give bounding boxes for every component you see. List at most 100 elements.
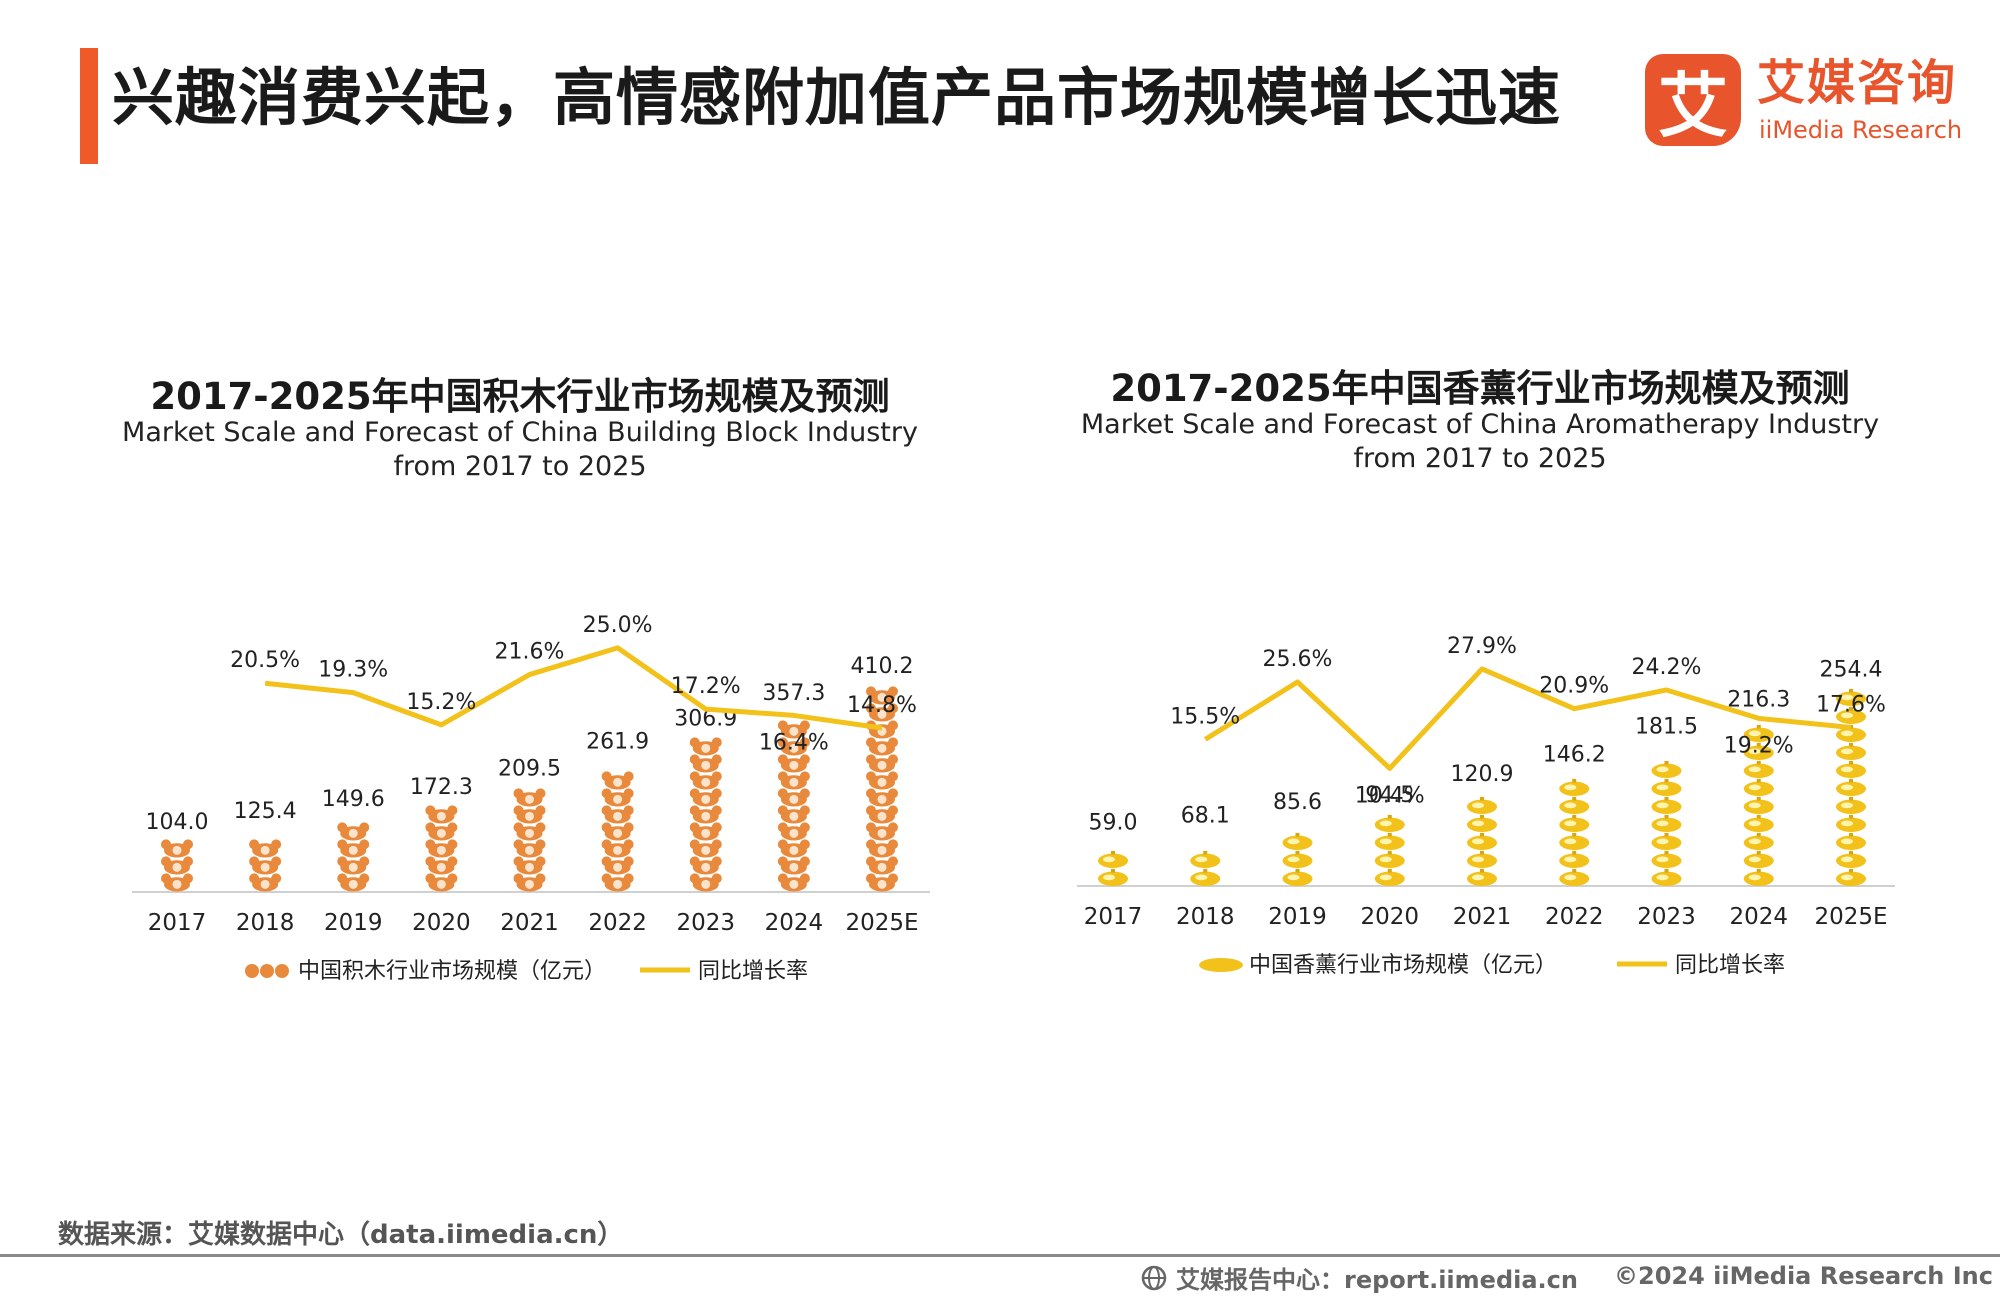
bar-segment-face <box>877 845 887 855</box>
bar-segment-shine <box>1103 856 1115 863</box>
bar-segment-ear <box>601 839 612 850</box>
bar-segment-face <box>877 777 887 787</box>
bar-segment-ear <box>535 788 546 799</box>
bar-segment-ear <box>271 856 282 867</box>
bar-segment-face <box>260 879 270 889</box>
bar-segment-ear <box>623 771 634 782</box>
bar-segment-wick <box>1664 868 1669 873</box>
bar-segment-wick <box>1849 814 1853 819</box>
bar-segment-ear <box>249 856 260 867</box>
bar-segment-shine <box>1195 874 1208 881</box>
bar-segment-ear <box>183 839 193 850</box>
growth-rate-label: 19.3% <box>318 658 388 683</box>
bar-segment-ear <box>447 822 458 833</box>
bar-segment-ear <box>799 788 810 799</box>
bar-segment-ear <box>447 856 458 867</box>
growth-rate-label: 10.4% <box>1355 783 1425 808</box>
x-tick-label: 2017 <box>1084 904 1143 930</box>
bar-segment-ear <box>866 873 876 884</box>
bar-segment-face <box>877 879 887 889</box>
bar-segment-face <box>789 794 799 804</box>
bar-segment-ear <box>799 873 810 884</box>
bar-segment-wick <box>1756 850 1761 855</box>
bar-segment-shine <box>1841 730 1853 737</box>
bar-segment-face <box>877 862 887 872</box>
bar-segment-face <box>172 845 182 855</box>
growth-rate-label: 21.6% <box>495 640 565 665</box>
bar-segment-shine <box>1841 874 1853 881</box>
bar-segment-face <box>613 828 623 838</box>
growth-rate-label: 20.9% <box>1539 674 1609 699</box>
bar-segment-face <box>701 760 711 770</box>
bar-segment-ear <box>623 839 634 850</box>
bar-segment-ear <box>513 822 524 833</box>
growth-rate-line <box>1203 666 1852 771</box>
bar-segment-shine <box>1748 784 1761 791</box>
bar-segment-face <box>525 862 534 872</box>
bar-segment-ear <box>711 873 722 884</box>
bar-segment-ear <box>777 720 788 731</box>
bar-segment-ear <box>866 856 876 867</box>
bar-segment-wick <box>1756 724 1761 729</box>
bar-segment-ear <box>623 873 634 884</box>
legend-bar-label: 中国积木行业市场规模（亿元） <box>298 959 606 984</box>
bar-segment-ear <box>513 788 524 799</box>
bar-segment-ear <box>689 856 700 867</box>
bar-segment-face <box>525 879 534 889</box>
bar-segment-ear <box>711 737 722 748</box>
legend-bar-swatch <box>275 964 289 978</box>
bar-segment-wick <box>1849 868 1853 873</box>
bar-segment-ear <box>337 873 348 884</box>
bar-segment-ear <box>866 703 876 714</box>
bar-segment-ear <box>777 788 788 799</box>
logo-name-cn: 艾媒咨询 <box>1757 55 1958 111</box>
bar-segment-face <box>613 879 623 889</box>
legend-line-label: 同比增长率 <box>1675 953 1785 978</box>
bar-segment-shine <box>1564 820 1577 827</box>
bar-segment-face <box>701 862 711 872</box>
bar-segment-wick <box>1572 778 1577 783</box>
bar-segment-wick <box>1849 742 1853 747</box>
report-center-text: 艾媒报告中心：report.iimedia.cn <box>1176 1266 1578 1294</box>
bar-segment-face <box>436 879 446 889</box>
bar-segment-ear <box>711 856 722 867</box>
bar-segment-face <box>877 692 887 702</box>
iimedia-logo: 艾 艾媒咨询 iiMedia Research <box>1645 54 1965 150</box>
bar-segment-face <box>348 879 358 889</box>
bar-segment-ear <box>337 856 348 867</box>
bar-segment-ear <box>161 873 171 884</box>
bar-segment-ear <box>711 822 722 833</box>
bar-2020 <box>1374 814 1405 886</box>
bar-segment-ear <box>777 822 788 833</box>
bar-segment-ear <box>161 856 171 867</box>
data-source: 数据来源：艾媒数据中心（data.iimedia.cn） <box>58 1220 624 1250</box>
x-tick-label: 2020 <box>1360 904 1419 930</box>
bar-segment-face <box>172 862 182 872</box>
x-tick-label: 2018 <box>236 910 295 936</box>
bar-segment-ear <box>888 805 898 816</box>
bar-segment-wick <box>1572 814 1577 819</box>
logo-mark-icon: 艾 <box>1645 54 1741 147</box>
bar-segment-face <box>789 862 799 872</box>
bar-segment-ear <box>689 788 700 799</box>
bar-segment-ear <box>425 873 436 884</box>
bar-segment-wick <box>1480 850 1484 855</box>
report-center[interactable]: 艾媒报告中心：report.iimedia.cn <box>1140 1260 1578 1295</box>
bar-segment-ear <box>866 754 876 765</box>
bar-2022 <box>1559 778 1590 886</box>
bar-segment-ear <box>425 856 436 867</box>
bar-segment-wick <box>1849 688 1853 693</box>
bar-segment-wick <box>1203 850 1208 855</box>
bar-segment-face <box>613 811 623 821</box>
bar-segment-face <box>525 828 534 838</box>
bar-segment-ear <box>535 856 546 867</box>
bar-segment-wick <box>1295 850 1300 855</box>
growth-rate-label: 17.2% <box>671 674 741 699</box>
bar-segment-ear <box>447 873 458 884</box>
bar-value-label: 209.5 <box>498 756 561 781</box>
x-tick-label: 2024 <box>1729 904 1788 930</box>
bar-segment-ear <box>711 839 722 850</box>
bar-segment-shine <box>1103 874 1115 881</box>
bar-segment-wick <box>1849 778 1853 783</box>
bar-segment-ear <box>866 788 876 799</box>
